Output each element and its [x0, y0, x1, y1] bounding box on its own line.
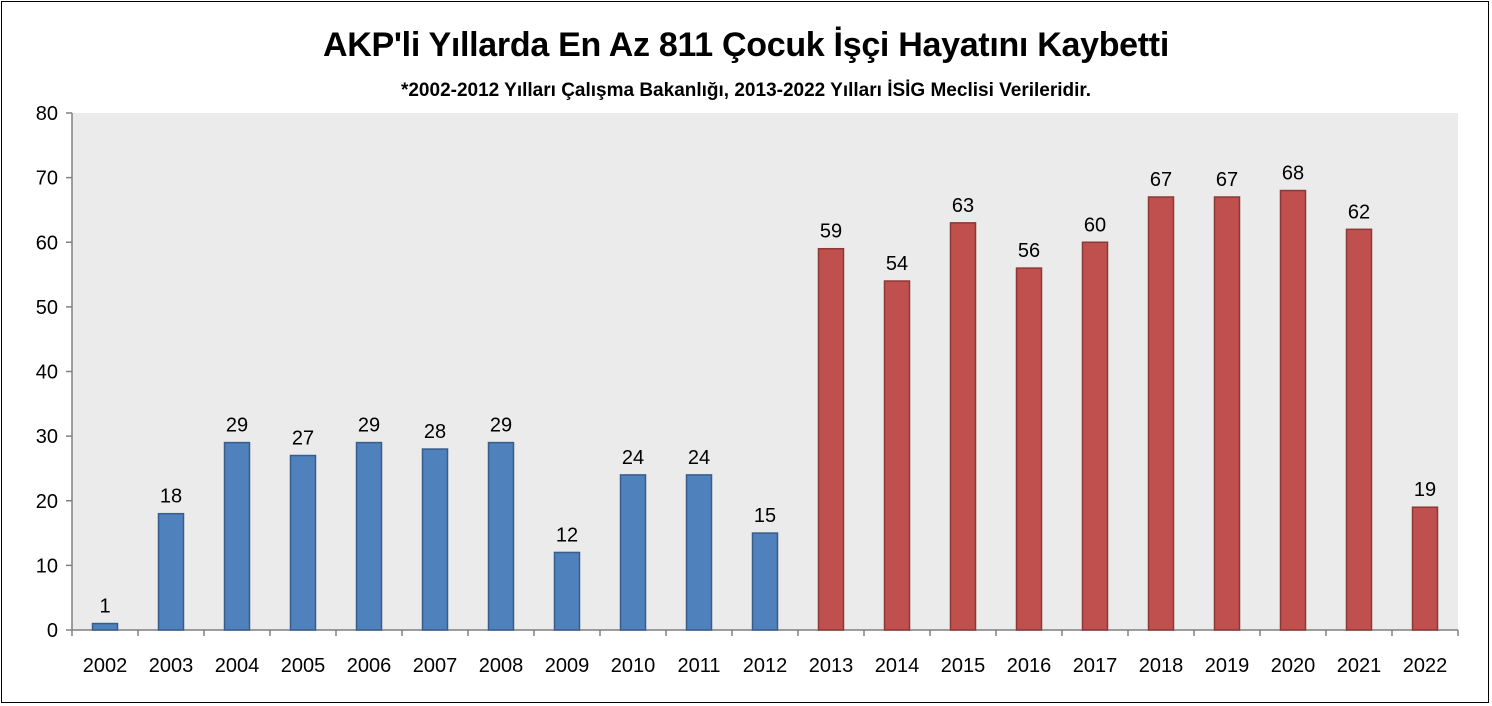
bar-2004 — [223, 441, 251, 631]
data-label-2021: 62 — [1348, 201, 1370, 223]
data-label-2009: 12 — [556, 524, 578, 546]
bar-2011 — [685, 474, 713, 631]
bars — [91, 189, 1439, 631]
bar-2010 — [619, 474, 647, 631]
bar-2012 — [751, 532, 779, 631]
bar-2018 — [1147, 196, 1175, 631]
data-label-2007: 28 — [424, 421, 446, 443]
data-label-2013: 59 — [820, 221, 842, 243]
x-tick-label: 2017 — [1073, 655, 1118, 677]
data-label-2006: 29 — [358, 415, 380, 437]
data-label-2005: 27 — [292, 428, 314, 450]
y-tick-label: 40 — [36, 362, 58, 384]
x-tick-label: 2021 — [1337, 655, 1382, 677]
data-label-2015: 63 — [952, 195, 974, 217]
bar-2016 — [1015, 267, 1043, 631]
x-tick-label: 2011 — [677, 655, 720, 677]
x-tick-label: 2019 — [1205, 655, 1250, 677]
data-label-2019: 67 — [1216, 169, 1238, 191]
x-tick-label: 2003 — [149, 655, 194, 677]
data-label-2017: 60 — [1084, 214, 1106, 236]
x-tick-label: 2013 — [809, 655, 854, 677]
bar-2021 — [1345, 228, 1373, 631]
y-tick-label: 10 — [36, 555, 58, 577]
x-tick-label: 2008 — [479, 655, 524, 677]
x-tick-label: 2009 — [545, 655, 590, 677]
data-label-2020: 68 — [1282, 163, 1304, 185]
data-label-2022: 19 — [1414, 479, 1436, 501]
chart-title: AKP'li Yıllarda En Az 811 Çocuk İşçi Hay… — [323, 26, 1169, 64]
x-tick-label: 2010 — [611, 655, 656, 677]
x-tick-label: 2006 — [347, 655, 392, 677]
x-tick-label: 2005 — [281, 655, 326, 677]
data-labels: 1 18 29 27 29 28 29 12 24 24 15 59 54 63 56 60 67 67 68 62 1… — [99, 163, 1436, 618]
y-tick-label: 80 — [36, 103, 58, 125]
bar-2014 — [883, 280, 911, 631]
data-label-2003: 18 — [160, 486, 182, 508]
x-tick-label: 2016 — [1007, 655, 1052, 677]
y-axis: 0 10 20 30 40 50 60 70 80 — [36, 103, 73, 642]
bar-2009 — [553, 551, 581, 631]
bar-2003 — [157, 512, 185, 631]
data-label-2010: 24 — [622, 447, 644, 469]
y-tick-label: 70 — [36, 168, 58, 190]
bar-2007 — [421, 448, 449, 631]
data-label-2011: 24 — [688, 447, 710, 469]
x-tick-label: 2007 — [413, 655, 458, 677]
data-label-2004: 29 — [226, 415, 248, 437]
y-tick-label: 50 — [36, 297, 58, 319]
x-tick-label: 2022 — [1403, 655, 1448, 677]
bar-2017 — [1081, 241, 1109, 631]
bar-2015 — [949, 222, 977, 631]
data-label-2012: 15 — [754, 505, 776, 527]
y-tick-label: 20 — [36, 491, 58, 513]
chart-subtitle: *2002-2012 Yılları Çalışma Bakanlığı, 20… — [400, 80, 1092, 101]
bar-2008 — [487, 441, 515, 631]
bar-2013 — [817, 247, 845, 631]
x-axis: 2002 2003 2004 2005 2006 2007 2008 2009 2010 2011… — [71, 629, 1459, 677]
data-label-2014: 54 — [886, 253, 908, 275]
y-tick-label: 30 — [36, 426, 58, 448]
x-tick-label: 2002 — [83, 655, 128, 677]
bar-2019 — [1213, 196, 1241, 631]
x-tick-label: 2015 — [941, 655, 986, 677]
data-label-2016: 56 — [1018, 240, 1040, 262]
bar-2005 — [289, 454, 317, 631]
bar-2022 — [1411, 506, 1439, 631]
y-tick-label: 60 — [36, 232, 58, 254]
bar-2020 — [1279, 189, 1307, 631]
y-tick-label: 0 — [47, 620, 58, 642]
data-label-2008: 29 — [490, 415, 512, 437]
data-label-2002: 1 — [99, 596, 110, 618]
x-tick-label: 2004 — [215, 655, 260, 677]
x-tick-label: 2012 — [743, 655, 788, 677]
x-tick-label: 2020 — [1271, 655, 1316, 677]
bar-2006 — [355, 441, 383, 631]
x-tick-label: 2018 — [1139, 655, 1184, 677]
data-label-2018: 67 — [1150, 169, 1172, 191]
x-tick-label: 2014 — [875, 655, 920, 677]
bar-2002 — [91, 622, 119, 631]
